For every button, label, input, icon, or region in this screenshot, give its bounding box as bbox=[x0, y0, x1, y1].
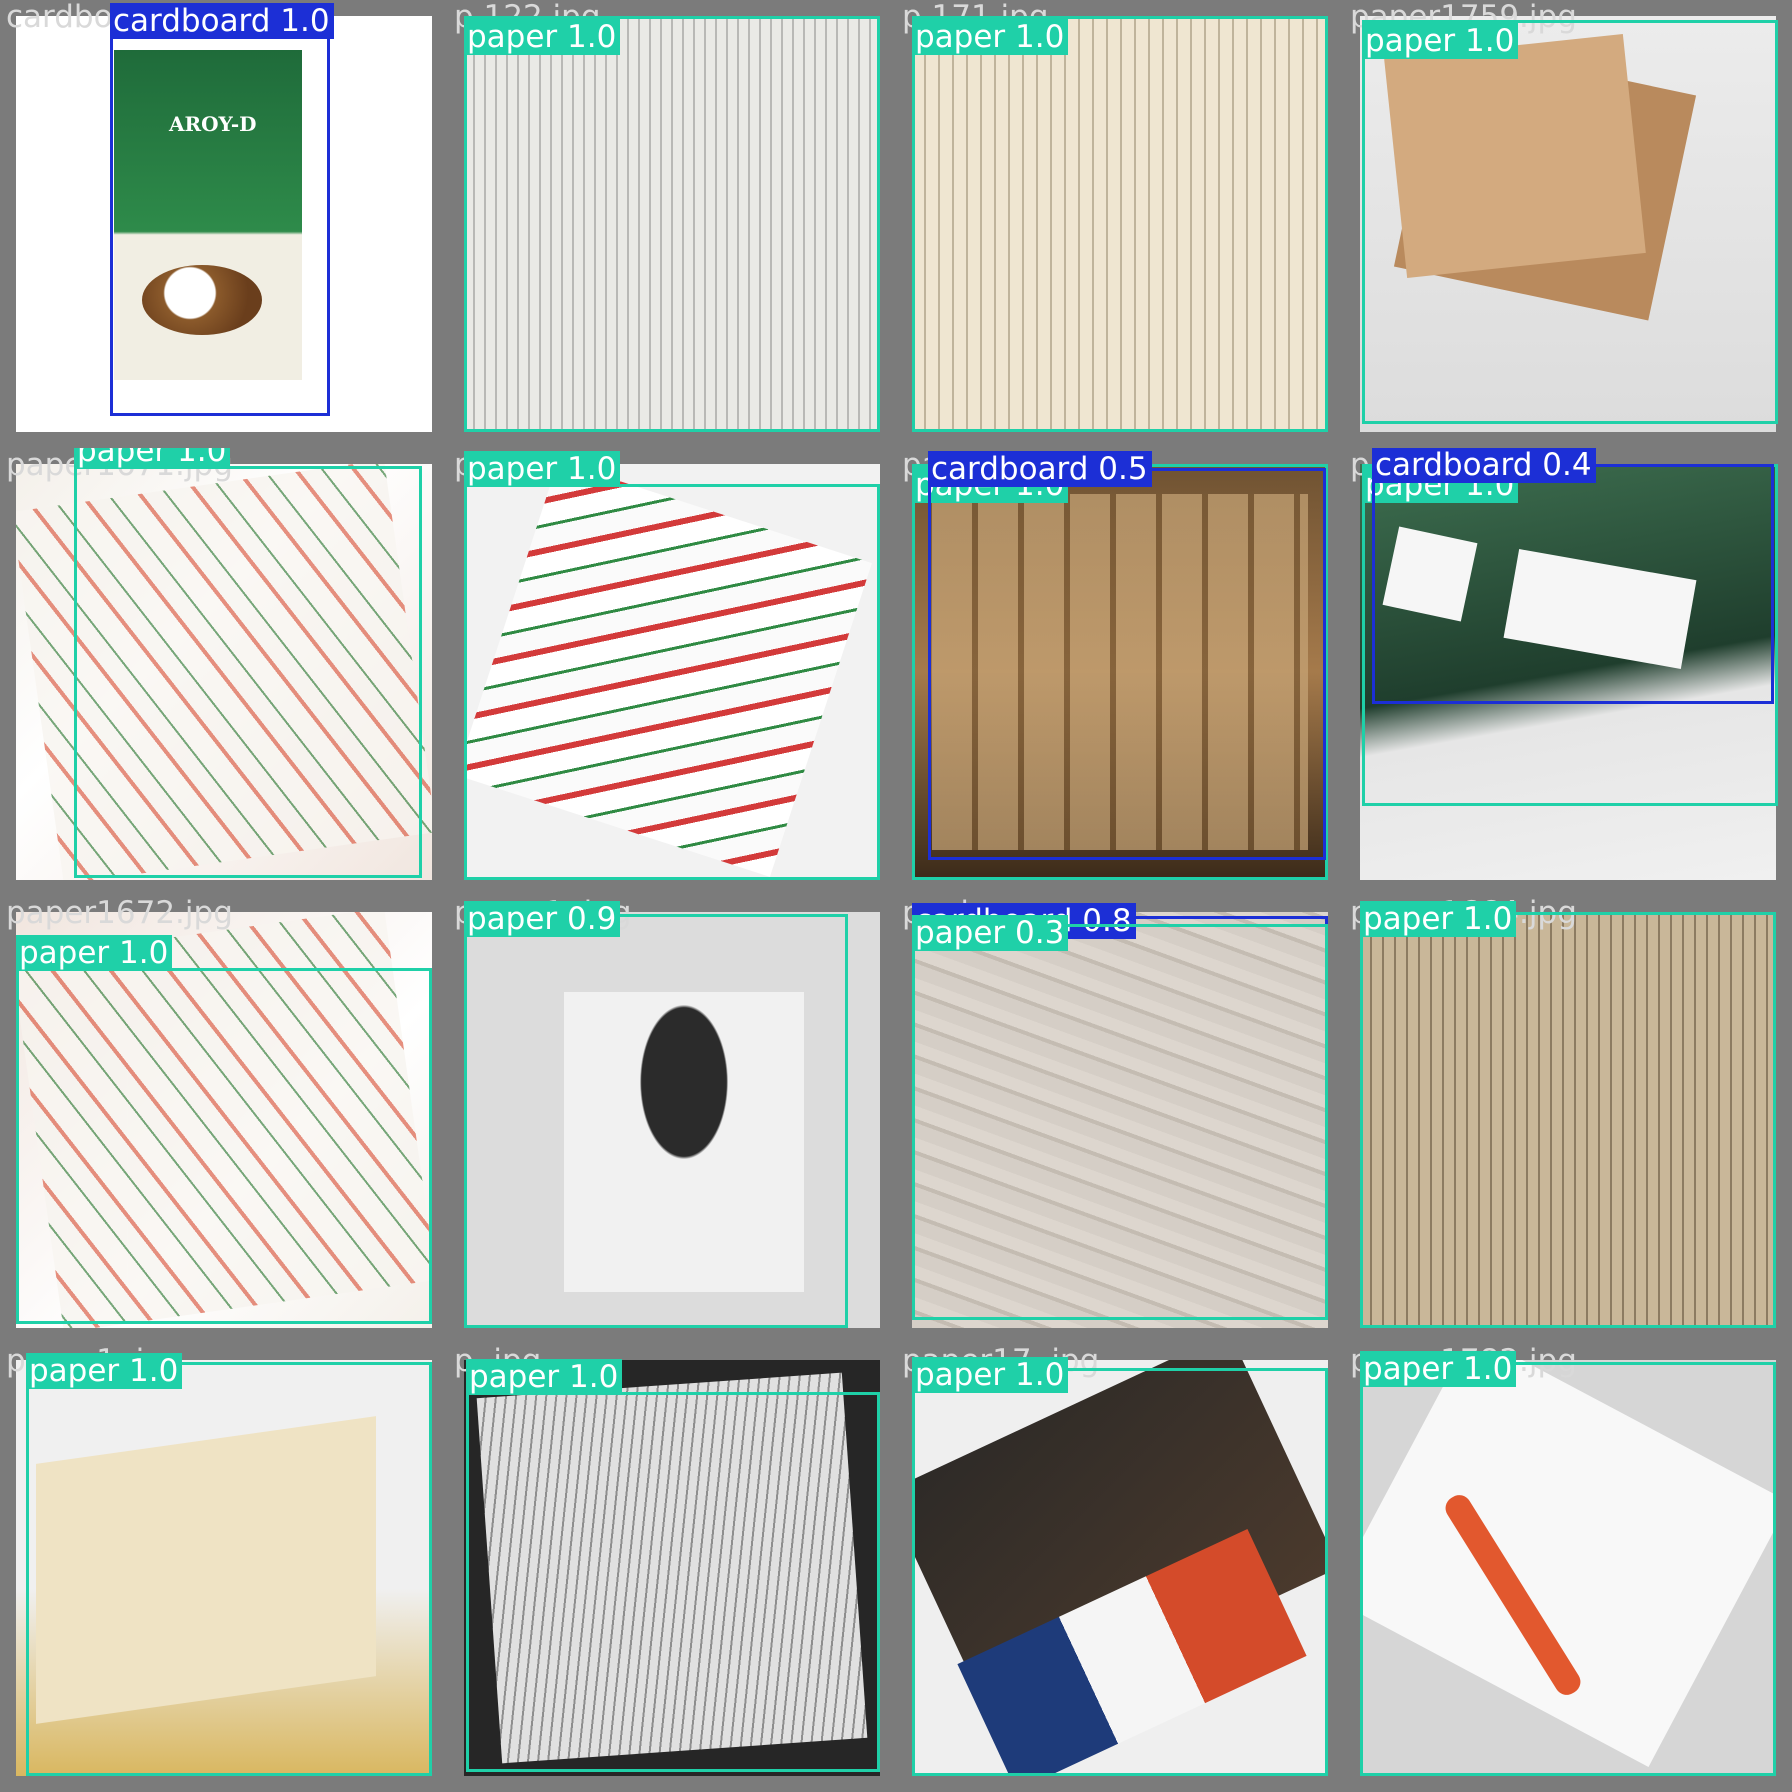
tile-9[interactable]: paper1672.jpg paper 1.0 bbox=[0, 896, 448, 1344]
photo bbox=[464, 16, 880, 432]
tile-3[interactable]: p 171.jpg paper 1.0 bbox=[896, 0, 1344, 448]
box-label: paper 1.0 bbox=[1362, 23, 1519, 59]
paper-box[interactable]: paper 0.9 bbox=[464, 901, 848, 1328]
paper-box[interactable]: paper 0.3 bbox=[912, 915, 1328, 1320]
paper-box[interactable]: paper 1.0 bbox=[464, 16, 880, 432]
cardboard-box[interactable]: cardboard 0.5 bbox=[928, 451, 1326, 860]
box-label: paper 1.0 bbox=[912, 19, 1069, 55]
tile-5[interactable]: paper1671.jpg paper 1.0 bbox=[0, 448, 448, 896]
box-label: paper 1.0 bbox=[912, 1357, 1069, 1393]
tile-16[interactable]: paper1782.jpg paper 1.0 bbox=[1344, 1344, 1792, 1792]
photo bbox=[464, 464, 880, 880]
box-label: paper 1.0 bbox=[464, 451, 621, 487]
photo bbox=[464, 912, 880, 1328]
photo bbox=[912, 912, 1328, 1328]
paper-box[interactable]: paper 1.0 bbox=[912, 16, 1328, 432]
box-label: paper 1.0 bbox=[74, 448, 231, 469]
tile-4[interactable]: paper1759.jpg paper 1.0 bbox=[1344, 0, 1792, 448]
filename-label: paper1672.jpg bbox=[6, 896, 233, 931]
photo bbox=[912, 16, 1328, 432]
tile-13[interactable]: paper1 .jpg paper 1.0 bbox=[0, 1344, 448, 1792]
tile-11[interactable]: pa .jpg cardboard 0.8 paper 0.3 bbox=[896, 896, 1344, 1344]
photo bbox=[1360, 1360, 1776, 1776]
photo bbox=[16, 1360, 432, 1776]
tile-14[interactable]: p .jpg paper 1.0 bbox=[448, 1344, 896, 1792]
photo bbox=[1360, 464, 1776, 880]
paper-box[interactable]: paper 1.0 bbox=[1360, 1351, 1776, 1776]
box-label: cardboard 0.4 bbox=[1372, 448, 1596, 483]
photo bbox=[464, 1360, 880, 1776]
box-label: paper 1.0 bbox=[1360, 1351, 1517, 1387]
tile-2[interactable]: p 122.jpg paper 1.0 bbox=[448, 0, 896, 448]
photo bbox=[16, 464, 432, 880]
tile-8[interactable]: paper1777.jpg paper 1.0 cardboard 0.4 bbox=[1344, 448, 1792, 896]
photo bbox=[1360, 16, 1776, 432]
photo: AROY-D bbox=[16, 16, 432, 432]
paper-box[interactable]: paper 1.0 bbox=[464, 451, 880, 880]
box-label: paper 1.0 bbox=[26, 1353, 183, 1389]
coconut-image bbox=[142, 265, 262, 335]
tile-6[interactable]: p .jpg paper 1.0 bbox=[448, 448, 896, 896]
box-label: paper 1.0 bbox=[464, 19, 621, 55]
paper-box[interactable]: paper 1.0 bbox=[1362, 20, 1778, 424]
carton-package: AROY-D bbox=[114, 50, 302, 380]
paper-box[interactable]: paper 1.0 bbox=[466, 1359, 880, 1772]
box-label: cardboard 1.0 bbox=[110, 3, 334, 39]
photo bbox=[1360, 912, 1776, 1328]
paper-box[interactable]: paper 1.0 bbox=[26, 1353, 432, 1776]
photo bbox=[912, 1360, 1328, 1776]
paper-box[interactable]: paper 1.0 bbox=[912, 1357, 1328, 1776]
tile-10[interactable]: paper1 .jpg paper 0.9 bbox=[448, 896, 896, 1344]
cardboard-box[interactable]: cardboard 0.4 bbox=[1372, 448, 1774, 704]
tile-7[interactable]: paper1757.jpg paper 1.0 cardboard 0.5 bbox=[896, 448, 1344, 896]
box-label: paper 1.0 bbox=[1360, 901, 1517, 937]
carton-brand-text: AROY-D bbox=[169, 112, 257, 136]
paper-box[interactable]: paper 1.0 bbox=[74, 448, 422, 878]
box-label: paper 1.0 bbox=[16, 935, 173, 971]
cardboard-box[interactable]: cardboard 1.0 bbox=[110, 3, 334, 416]
box-label: paper 0.9 bbox=[464, 901, 621, 937]
photo bbox=[912, 464, 1328, 880]
paper-box[interactable]: paper 1.0 bbox=[1360, 901, 1776, 1328]
box-label: cardboard 0.5 bbox=[928, 451, 1152, 487]
tile-12[interactable]: paper1664.jpg paper 1.0 bbox=[1344, 896, 1792, 1344]
filename-label: cardbo bbox=[6, 0, 113, 35]
tile-15[interactable]: paper17 .jpg paper 1.0 bbox=[896, 1344, 1344, 1792]
paper-box[interactable]: paper 1.0 bbox=[16, 935, 432, 1324]
tile-1[interactable]: AROY-D cardbo cardboard 1.0 bbox=[0, 0, 448, 448]
box-label: paper 1.0 bbox=[466, 1359, 623, 1395]
box-label: paper 0.3 bbox=[912, 915, 1069, 951]
